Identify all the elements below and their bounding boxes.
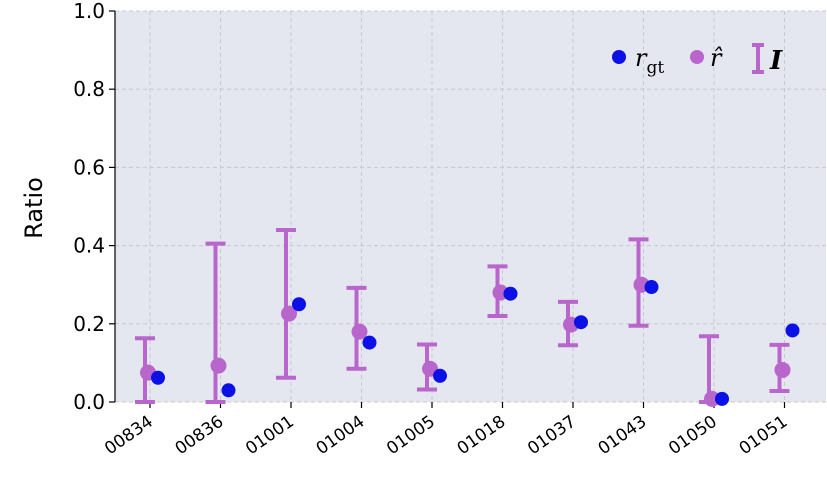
point-rgt [151, 370, 165, 385]
y-tick-label: 0.4 [73, 234, 105, 258]
y-tick-label: 1.0 [73, 0, 105, 23]
point-rgt [292, 297, 306, 312]
x-tick-label: 00834 [101, 412, 157, 459]
point-rhat [704, 390, 720, 407]
legend-rgt-label: rgt [635, 44, 664, 78]
legend-interval-marker [752, 43, 764, 74]
x-tick-label: 01043 [595, 412, 651, 459]
x-tick-label: 01037 [524, 412, 580, 459]
y-tick-label: 0.8 [73, 77, 105, 101]
legend-rhat-marker [690, 50, 704, 64]
y-tick-label: 0.6 [73, 155, 105, 179]
x-tick-label: 01050 [665, 412, 721, 459]
point-rhat [774, 361, 791, 378]
legend-rgt-base: r [635, 44, 648, 72]
legend-interval-label: I [769, 46, 783, 76]
y-tick-label: 0.2 [73, 312, 105, 336]
y-tick-label: 0.0 [73, 390, 105, 414]
y-axis-label: Ratio [20, 177, 48, 239]
point-rgt [715, 391, 729, 406]
point-rhat [210, 357, 227, 374]
x-tick-label: 01005 [383, 412, 439, 459]
legend: rgt r̂ I [612, 43, 783, 78]
point-rgt [574, 315, 588, 330]
point-rgt [362, 335, 377, 350]
legend-rgt-sub: gt [646, 58, 664, 78]
point-rgt [221, 383, 236, 398]
point-rhat [281, 305, 297, 322]
point-rgt [503, 286, 518, 301]
x-tick-label: 01051 [736, 412, 792, 459]
point-rgt [433, 368, 447, 383]
x-tick-label: 01004 [313, 412, 369, 459]
interval-bar [205, 241, 226, 404]
legend-rgt-marker [612, 50, 626, 64]
interval-bar [276, 227, 296, 380]
chart-marks [135, 227, 800, 407]
point-rhat [351, 323, 368, 340]
x-tick-label: 01018 [454, 412, 510, 459]
legend-rhat-label: r̂ [710, 44, 723, 72]
x-tick-label: 01001 [242, 412, 298, 459]
point-rgt [785, 323, 800, 338]
x-tick-label: 00836 [172, 412, 228, 459]
point-rgt [644, 280, 659, 295]
